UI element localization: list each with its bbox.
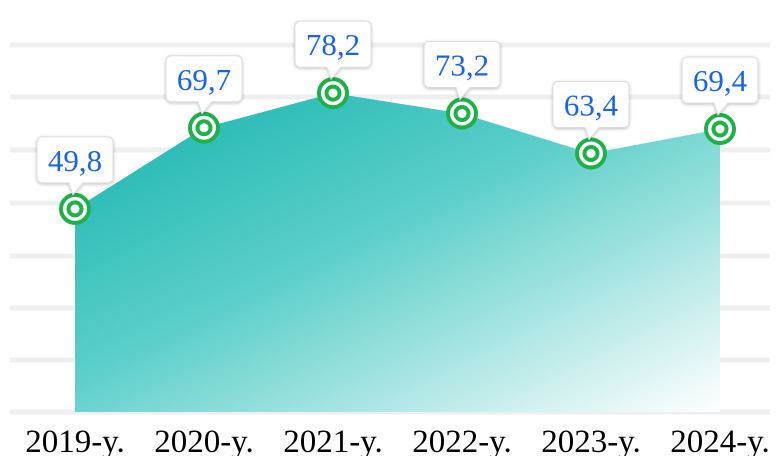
data-label: 69,7 <box>177 62 231 97</box>
x-tick-label: 2020-y. <box>154 424 254 456</box>
marker-outer <box>188 111 220 144</box>
marker-inner <box>324 84 342 102</box>
callout-box <box>681 56 759 117</box>
marker <box>446 97 478 130</box>
data-label: 69,4 <box>693 63 748 98</box>
callout-box <box>423 41 501 101</box>
callout-box <box>552 80 630 141</box>
callout-box <box>294 20 372 81</box>
x-tick-label: 2022-y. <box>412 424 512 456</box>
area <box>75 93 720 413</box>
data-callout <box>681 56 759 117</box>
callout-box <box>36 136 114 196</box>
marker-inner <box>711 120 729 138</box>
marker <box>59 192 91 225</box>
marker-outer <box>317 77 349 110</box>
data-label: 63,4 <box>564 87 619 122</box>
marker-outer <box>446 97 478 130</box>
x-tick-label: 2023-y. <box>541 424 641 456</box>
callout-box <box>165 55 243 115</box>
data-callout <box>423 41 501 101</box>
data-label: 73,2 <box>435 48 489 83</box>
data-label: 49,8 <box>48 143 102 178</box>
marker-inner <box>195 119 213 137</box>
marker-inner <box>453 105 471 123</box>
x-tick-label: 2021-y. <box>283 424 383 456</box>
marker-outer <box>59 192 91 225</box>
data-callout <box>552 80 630 141</box>
marker-outer <box>575 137 607 170</box>
marker-inner <box>66 200 84 218</box>
marker <box>575 137 607 170</box>
data-callout <box>36 136 114 196</box>
marker-outer <box>704 113 736 146</box>
data-callout <box>165 55 243 115</box>
x-tick-label: 2019-y. <box>25 424 125 456</box>
marker <box>704 113 736 146</box>
marker <box>317 77 349 110</box>
data-label: 78,2 <box>306 27 360 62</box>
marker <box>188 111 220 144</box>
data-callout <box>294 20 372 81</box>
marker-inner <box>582 144 600 162</box>
x-tick-label: 2024-y. <box>670 424 770 456</box>
